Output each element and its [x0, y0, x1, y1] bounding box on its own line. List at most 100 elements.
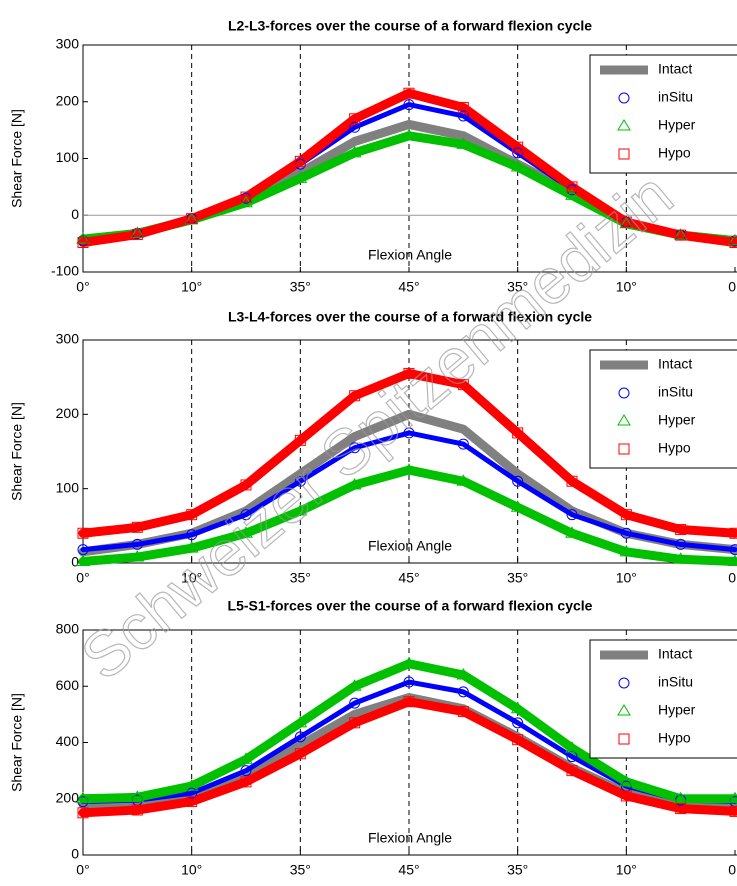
- marker: [293, 503, 308, 516]
- marker: [347, 477, 362, 490]
- legend-label: inSitu: [658, 674, 693, 690]
- marker: [512, 734, 524, 746]
- marker: [131, 521, 143, 533]
- legend-label: Hypo: [658, 145, 691, 161]
- legend-label: Intact: [658, 356, 692, 372]
- y-axis-label: Shear Force [N]: [9, 693, 25, 792]
- x-tick-label: 0°: [728, 862, 737, 878]
- marker: [729, 527, 737, 539]
- marker: [512, 717, 524, 729]
- x-tick-label: 35°: [507, 570, 528, 586]
- marker: [239, 526, 253, 538]
- chart-title: L3-L4-forces over the course of a forwar…: [228, 309, 592, 325]
- marker: [457, 686, 469, 698]
- marker: [294, 731, 306, 743]
- marker: [728, 554, 737, 567]
- x-tick-label: 10°: [181, 862, 202, 878]
- annotation: Flexion Angle: [368, 247, 452, 263]
- marker: [293, 715, 308, 728]
- y-axis-label: Shear Force [N]: [9, 402, 25, 501]
- legend-label: Hypo: [658, 440, 691, 456]
- marker: [186, 213, 198, 225]
- marker: [618, 443, 630, 455]
- marker: [349, 121, 361, 133]
- marker: [729, 805, 737, 817]
- marker: [456, 474, 471, 486]
- marker: [675, 803, 687, 815]
- marker: [618, 733, 630, 745]
- marker: [673, 552, 688, 564]
- marker: [510, 500, 525, 512]
- marker: [728, 791, 737, 804]
- marker: [457, 706, 469, 718]
- marker: [620, 790, 632, 802]
- x-tick-label: 45°: [398, 862, 419, 878]
- marker: [240, 509, 252, 521]
- series-line: [78, 88, 737, 247]
- marker: [620, 509, 632, 521]
- marker: [76, 232, 90, 244]
- marker: [76, 554, 90, 567]
- marker: [675, 524, 687, 536]
- y-tick-label: 200: [56, 789, 80, 805]
- legend: [589, 54, 737, 174]
- marker: [673, 228, 688, 240]
- marker: [403, 696, 415, 708]
- legend-label: Intact: [658, 61, 692, 77]
- marker: [565, 741, 579, 753]
- chart-title: L5-S1-forces over the course of a forwar…: [228, 598, 593, 614]
- y-tick-label: 0: [71, 554, 79, 570]
- legend-label: inSitu: [658, 384, 693, 400]
- y-tick-label: 100: [56, 149, 80, 165]
- marker: [77, 236, 89, 248]
- marker: [402, 656, 416, 669]
- series-line: [78, 697, 737, 818]
- x-tick-label: 10°: [616, 862, 637, 878]
- marker: [512, 427, 524, 439]
- marker: [510, 701, 525, 714]
- legend-label: Hypo: [658, 730, 691, 746]
- marker: [294, 475, 306, 487]
- y-tick-label: 200: [56, 405, 80, 421]
- marker: [457, 379, 469, 391]
- marker: [618, 677, 630, 689]
- marker: [619, 774, 634, 787]
- y-tick-label: 0: [71, 206, 79, 222]
- marker: [619, 216, 634, 229]
- chart-title: L2-L3-forces over the course of a forwar…: [228, 18, 592, 34]
- marker: [186, 529, 198, 541]
- marker: [673, 791, 688, 804]
- marker: [186, 787, 198, 799]
- marker: [239, 752, 253, 764]
- x-tick-label: 0°: [728, 279, 737, 295]
- y-tick-label: -100: [51, 263, 79, 279]
- marker: [457, 438, 469, 450]
- marker: [566, 509, 578, 521]
- marker: [240, 479, 252, 491]
- x-tick-label: 10°: [616, 279, 637, 295]
- marker: [131, 538, 143, 550]
- marker: [512, 141, 524, 153]
- marker: [617, 704, 631, 716]
- series-line: [78, 368, 737, 538]
- annotation: Flexion Angle: [368, 538, 452, 554]
- marker: [456, 668, 471, 680]
- marker: [186, 509, 198, 521]
- x-tick-label: 10°: [181, 570, 202, 586]
- marker: [728, 233, 737, 246]
- marker: [565, 188, 579, 200]
- marker: [618, 148, 630, 160]
- marker: [512, 147, 524, 159]
- y-tick-label: 800: [56, 621, 80, 637]
- legend-label: Hyper: [658, 412, 696, 428]
- y-tick-label: 600: [56, 677, 80, 693]
- marker: [294, 155, 306, 167]
- x-tick-label: 45°: [398, 279, 419, 295]
- marker: [618, 92, 630, 104]
- legend-label: Hyper: [658, 702, 696, 718]
- annotation: Flexion Angle: [368, 830, 452, 846]
- marker: [349, 717, 361, 729]
- marker: [675, 229, 687, 241]
- marker: [566, 765, 578, 777]
- series-line: [80, 430, 737, 553]
